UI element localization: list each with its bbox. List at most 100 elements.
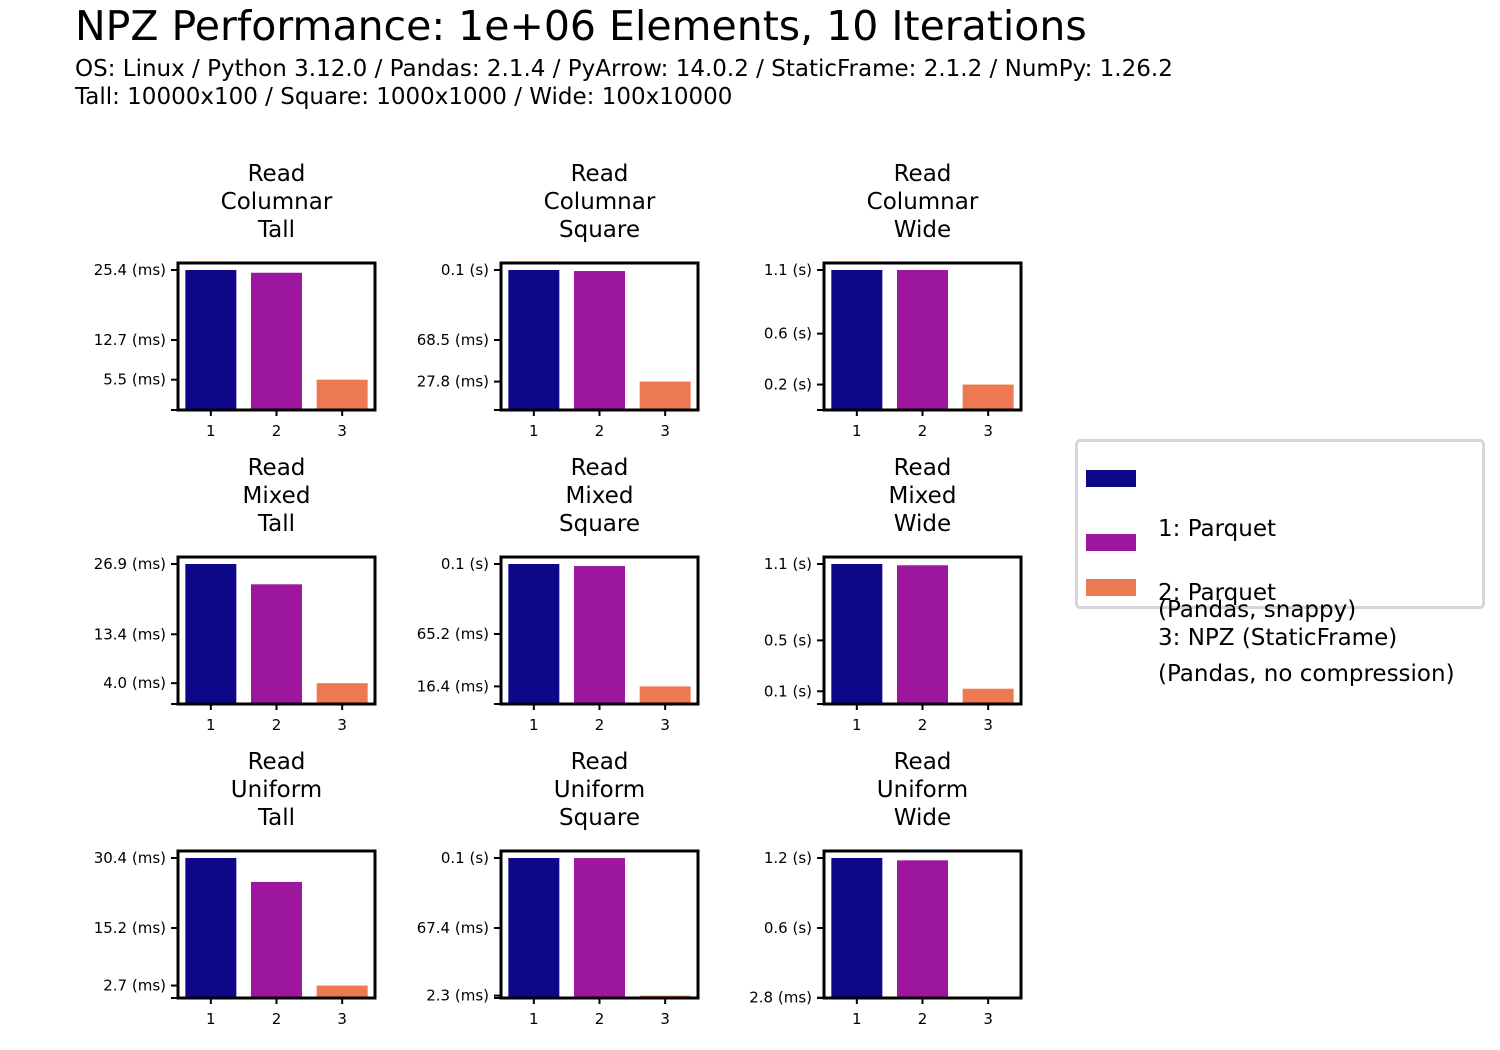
x-tick-label: 1 bbox=[529, 422, 539, 440]
bar-series3 bbox=[962, 384, 1014, 410]
chart-title-line: Read bbox=[894, 161, 952, 187]
chart-frame bbox=[499, 849, 700, 1000]
chart-title-line: Square bbox=[559, 805, 640, 831]
x-tick-label: 3 bbox=[660, 716, 670, 734]
y-tick-label: 0.2 (s) bbox=[764, 376, 812, 394]
chart-frame bbox=[822, 849, 1023, 1000]
bar-series3 bbox=[639, 381, 691, 410]
y-tick-label: 2.7 (ms) bbox=[103, 977, 166, 995]
bar-series2 bbox=[897, 270, 948, 410]
chart-title-line: Read bbox=[248, 161, 306, 187]
chart-title-line: Uniform bbox=[877, 777, 968, 803]
x-tick-label: 3 bbox=[337, 1010, 347, 1028]
x-tick-label: 2 bbox=[918, 422, 928, 440]
y-tick-label: 13.4 (ms) bbox=[94, 625, 166, 643]
y-tick-label: 12.7 (ms) bbox=[94, 331, 166, 349]
chart-frame bbox=[822, 261, 1023, 412]
y-tick-label: 15.2 (ms) bbox=[94, 919, 166, 937]
bar-series2 bbox=[251, 584, 302, 704]
chart-title-line: Columnar bbox=[221, 189, 333, 215]
chart-title-line: Read bbox=[894, 749, 952, 775]
x-tick-label: 1 bbox=[206, 422, 216, 440]
bar-series2 bbox=[897, 860, 948, 998]
chart-title-line: Columnar bbox=[544, 189, 656, 215]
x-tick-label: 2 bbox=[272, 716, 282, 734]
legend-swatch-series1 bbox=[1086, 470, 1136, 487]
bar-series2 bbox=[574, 566, 625, 704]
legend-label-line2: (Pandas, snappy) bbox=[1158, 597, 1357, 623]
y-tick-label: 4.0 (ms) bbox=[103, 674, 166, 692]
y-tick-label: 1.2 (s) bbox=[764, 849, 812, 867]
x-tick-label: 2 bbox=[595, 1010, 605, 1028]
chart-title-line: Square bbox=[559, 217, 640, 243]
y-tick-label: 27.8 (ms) bbox=[417, 373, 489, 391]
bar-series2 bbox=[251, 272, 302, 410]
y-tick-label: 2.8 (ms) bbox=[749, 989, 812, 1007]
y-tick-label: 2.3 (ms) bbox=[426, 987, 489, 1005]
chart-title-line: Read bbox=[571, 749, 629, 775]
chart-title-line: Wide bbox=[894, 805, 951, 831]
y-tick-label: 5.5 (ms) bbox=[103, 371, 166, 389]
x-tick-label: 3 bbox=[337, 716, 347, 734]
x-tick-label: 2 bbox=[272, 1010, 282, 1028]
chart-title-line: Tall bbox=[257, 805, 295, 831]
bar-series1 bbox=[508, 564, 560, 704]
y-tick-label: 0.6 (s) bbox=[764, 919, 812, 937]
chart-title-line: Uniform bbox=[231, 777, 322, 803]
chart-frame bbox=[499, 261, 700, 412]
chart-title-line: Uniform bbox=[554, 777, 645, 803]
figure-subtitle-shapes: Tall: 10000x100 / Square: 1000x1000 / Wi… bbox=[75, 84, 733, 110]
y-tick-label: 68.5 (ms) bbox=[417, 331, 489, 349]
y-tick-label: 0.1 (s) bbox=[764, 682, 812, 700]
chart-frame bbox=[499, 555, 700, 706]
y-tick-label: 67.4 (ms) bbox=[417, 919, 489, 937]
figure-subtitle-environment: OS: Linux / Python 3.12.0 / Pandas: 2.1.… bbox=[75, 56, 1173, 82]
legend-label-line1: 1: Parquet bbox=[1158, 516, 1277, 542]
x-tick-label: 1 bbox=[206, 1010, 216, 1028]
chart-title-line: Mixed bbox=[243, 483, 311, 509]
x-tick-label: 3 bbox=[983, 716, 993, 734]
chart-frame bbox=[176, 555, 377, 706]
x-tick-label: 3 bbox=[983, 1010, 993, 1028]
bar-series3 bbox=[316, 985, 368, 998]
chart-title-line: Mixed bbox=[566, 483, 634, 509]
chart-frame bbox=[822, 555, 1023, 706]
chart-title-line: Wide bbox=[894, 511, 951, 537]
chart-title-line: Mixed bbox=[889, 483, 957, 509]
legend-label-line2: (Pandas, no compression) bbox=[1158, 661, 1455, 687]
legend-label-line1: 3: NPZ (StaticFrame) bbox=[1158, 625, 1398, 651]
x-tick-label: 1 bbox=[206, 716, 216, 734]
x-tick-label: 3 bbox=[660, 422, 670, 440]
chart-title-line: Read bbox=[571, 455, 629, 481]
bar-series3 bbox=[316, 683, 368, 704]
bar-series1 bbox=[185, 858, 237, 998]
chart-title-line: Tall bbox=[257, 217, 295, 243]
bar-series1 bbox=[831, 270, 883, 410]
x-tick-label: 3 bbox=[660, 1010, 670, 1028]
x-tick-label: 2 bbox=[595, 422, 605, 440]
chart-title-line: Read bbox=[248, 455, 306, 481]
y-tick-label: 0.6 (s) bbox=[764, 325, 812, 343]
bar-series1 bbox=[831, 564, 883, 704]
legend-swatch-series3 bbox=[1086, 579, 1136, 596]
x-tick-label: 3 bbox=[337, 422, 347, 440]
bar-series1 bbox=[185, 270, 237, 410]
x-tick-label: 1 bbox=[852, 1010, 862, 1028]
figure-title: NPZ Performance: 1e+06 Elements, 10 Iter… bbox=[75, 2, 1087, 50]
chart-title-line: Square bbox=[559, 511, 640, 537]
chart-frame bbox=[176, 261, 377, 412]
chart-frame bbox=[176, 849, 377, 1000]
y-tick-label: 0.1 (s) bbox=[441, 555, 489, 573]
bar-series3 bbox=[316, 379, 368, 410]
chart-title-line: Read bbox=[248, 749, 306, 775]
y-tick-label: 25.4 (ms) bbox=[94, 261, 166, 279]
y-tick-label: 26.9 (ms) bbox=[94, 555, 166, 573]
bar-series1 bbox=[508, 858, 560, 998]
chart-title-line: Columnar bbox=[867, 189, 979, 215]
bar-series3 bbox=[639, 686, 691, 704]
x-tick-label: 1 bbox=[529, 1010, 539, 1028]
bar-series1 bbox=[831, 858, 883, 998]
y-tick-label: 1.1 (s) bbox=[764, 261, 812, 279]
legend-label-line1: 2: Parquet bbox=[1158, 580, 1277, 606]
